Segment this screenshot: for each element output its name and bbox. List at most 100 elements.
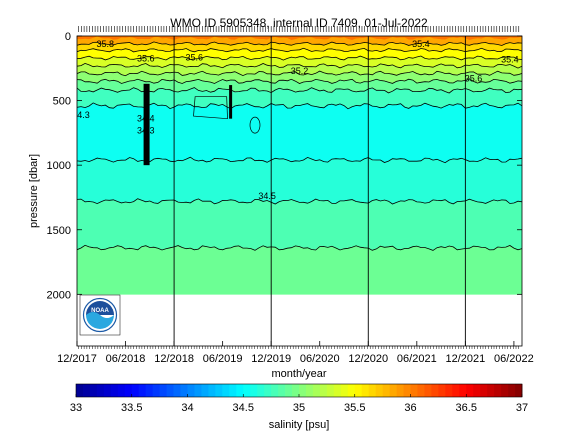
x-tick-label: 12/2018	[154, 353, 194, 365]
contour-line	[77, 244, 522, 251]
x-tick-label: 12/2017	[57, 353, 97, 365]
colorbar-cell	[473, 384, 481, 397]
colorbar-tick-label: 35	[293, 402, 305, 414]
y-axis: 0 500 1000 1500 2000	[47, 31, 522, 301]
colorbar-cell	[145, 384, 154, 397]
contour-line	[77, 156, 522, 164]
colorbar-cell	[501, 384, 509, 397]
colorbar-cell	[403, 384, 411, 397]
colorbar-cell	[187, 384, 195, 397]
colorbar-cell	[410, 384, 418, 397]
colorbar-tick-label: 36	[404, 402, 416, 414]
x-tick-label: 06/2018	[106, 353, 146, 365]
contour-lines	[77, 41, 522, 251]
x-tick-label: 12/2021	[445, 353, 485, 365]
colorbar-cell	[375, 384, 384, 397]
colorbar-cell	[201, 384, 209, 397]
colorbar-cell	[250, 384, 258, 397]
colorbar-tick-label: 35.5	[344, 402, 365, 414]
colorbar-cell	[285, 384, 293, 397]
contour-label-10: 34.5	[258, 191, 276, 201]
colorbar-cell	[89, 384, 98, 397]
colorbar-ticks: 33 33.5 34 34.5 35 35.5 36 36.5 37	[70, 394, 528, 414]
colorbar-cell	[194, 384, 202, 397]
salinity-band	[77, 244, 522, 295]
colorbar-cell	[264, 384, 272, 397]
closed-contour	[193, 96, 228, 120]
colorbar-tick-label: 33	[70, 402, 82, 414]
colorbar-cell	[417, 384, 425, 397]
colorbar-cell	[278, 384, 286, 397]
x-tick-label: 12/2020	[348, 353, 388, 365]
colorbar-tick-label: 34	[181, 402, 193, 414]
colorbar-cell	[173, 384, 181, 397]
contour-label-6: 35.4	[501, 54, 519, 64]
contour-line	[77, 55, 522, 61]
noaa-logo-text: NOAA	[91, 308, 109, 314]
colorbar-cell	[159, 384, 167, 397]
contour-label-9: 34.3	[137, 125, 155, 135]
y-tick-label: 1000	[47, 160, 71, 172]
x-tick-label: 12/2019	[251, 353, 291, 365]
colorbar-cell	[333, 384, 342, 397]
contour-line	[77, 47, 522, 53]
contour-line	[77, 78, 522, 84]
salinity-band	[77, 198, 522, 251]
x-tick-label: 06/2022	[494, 353, 534, 365]
colorbar-cell	[382, 384, 390, 397]
contour-label-1: 35.6	[137, 54, 155, 64]
colorbar-cell	[229, 384, 237, 397]
contour-line	[77, 70, 522, 77]
colorbar-cell	[299, 384, 307, 397]
colorbar-cell	[396, 384, 404, 397]
colorbar-cell	[271, 384, 279, 397]
colorbar: 33 33.5 34 34.5 35 35.5 36 36.5 37 salinity [psu…	[70, 383, 528, 431]
profile-ticks	[78, 26, 520, 349]
contour-artifacts	[143, 83, 261, 166]
colorbar-cell	[347, 384, 356, 397]
colorbar-cell	[319, 384, 328, 397]
colorbar-cell	[236, 384, 244, 397]
colorbar-cell	[257, 384, 265, 397]
profile-spike	[229, 85, 233, 119]
colorbar-cell	[480, 384, 488, 397]
noaa-logo-icon: NOAA	[79, 294, 121, 336]
contour-label-0: 35.8	[97, 39, 115, 49]
colorbar-cell	[103, 384, 112, 397]
colorbar-cell	[152, 384, 161, 397]
colorbar-cell	[208, 384, 216, 397]
colorbar-cell	[76, 384, 84, 397]
y-axis-label: pressure [dbar]	[28, 154, 40, 228]
colorbar-cell	[305, 384, 314, 397]
colorbar-cell	[452, 384, 460, 397]
closed-contour	[249, 116, 261, 134]
colorbar-cell	[180, 384, 188, 397]
colorbar-cell	[131, 384, 140, 397]
x-axis-label: month/year	[271, 368, 326, 380]
colorbar-cell	[494, 384, 502, 397]
colorbar-cell	[389, 384, 397, 397]
colorbar-cell	[466, 384, 474, 397]
colorbar-cell	[326, 384, 335, 397]
plot-frame	[76, 35, 523, 347]
colorbar-tick-label: 36.5	[456, 402, 477, 414]
x-tick-label: 06/2020	[300, 353, 340, 365]
colorbar-cell	[340, 384, 349, 397]
colorbar-cell	[124, 384, 133, 397]
colorbar-cell	[438, 384, 446, 397]
contour-line	[77, 62, 522, 69]
colorbar-cell	[110, 384, 119, 397]
y-tick-label: 500	[53, 96, 71, 108]
colorbar-cell	[82, 384, 91, 397]
colorbar-label: salinity [psu]	[269, 419, 330, 431]
colorbar-cell	[138, 384, 147, 397]
colorbar-cell	[117, 384, 126, 397]
colorbar-gradient	[76, 384, 523, 397]
contour-labels: 35.835.6 35.635.235.435.635.434.3 34.434.3…	[77, 39, 519, 201]
colorbar-cell	[361, 384, 370, 397]
year-separator-lines	[173, 36, 466, 346]
colorbar-cell	[431, 384, 439, 397]
colorbar-cell	[515, 384, 523, 397]
chart-title: WMO ID 5905348, internal ID 7409, 01-Jul…	[170, 16, 428, 30]
